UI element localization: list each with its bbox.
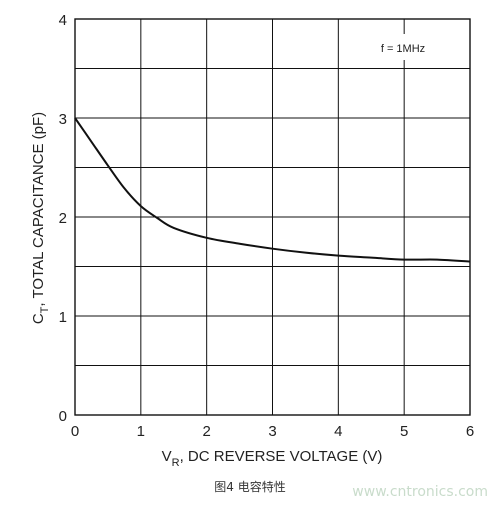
x-tick-label: 1 xyxy=(137,423,145,440)
y-tick-labels: 0 1 2 3 4 xyxy=(59,12,67,425)
x-tick-labels: 0 1 2 3 4 5 6 xyxy=(71,423,474,440)
x-tick-label: 0 xyxy=(71,423,79,440)
y-tick-label: 2 xyxy=(59,210,67,227)
plot-frame xyxy=(74,18,471,416)
y-tick-label: 1 xyxy=(59,309,67,326)
site-watermark: www.cntronics.com xyxy=(352,484,488,500)
x-tick-label: 6 xyxy=(466,423,474,440)
x-axis-label: VR, DC REVERSE VOLTAGE (V) xyxy=(162,448,383,469)
y-tick-label: 0 xyxy=(59,408,67,425)
capacitance-curve xyxy=(74,117,471,263)
x-axis-label-subscript: R xyxy=(172,457,180,469)
y-tick-label: 4 xyxy=(59,12,67,29)
y-axis-label-subscript: T xyxy=(39,306,51,313)
capacitance-chart: 0 1 2 3 4 0 1 2 3 4 5 6 f = 1MHz CT, TOTAL CAPACIT… xyxy=(30,12,474,469)
y-axis-label-main: C xyxy=(30,313,47,324)
x-axis-label-rest: , DC REVERSE VOLTAGE (V) xyxy=(180,448,383,465)
x-tick-label: 5 xyxy=(400,423,408,440)
x-tick-label: 2 xyxy=(202,423,210,440)
figure-caption: 图4 电容特性 xyxy=(214,480,286,494)
x-tick-label: 3 xyxy=(268,423,276,440)
annotation-background xyxy=(364,34,442,60)
y-axis-label-rest: , TOTAL CAPACITANCE (pF) xyxy=(30,112,47,307)
y-axis-label: CT, TOTAL CAPACITANCE (pF) xyxy=(30,112,51,324)
x-tick-label: 4 xyxy=(334,423,342,440)
y-tick-label: 3 xyxy=(59,111,67,128)
grid xyxy=(75,19,470,415)
x-axis-label-main: V xyxy=(162,448,172,465)
frequency-annotation: f = 1MHz xyxy=(381,43,425,55)
